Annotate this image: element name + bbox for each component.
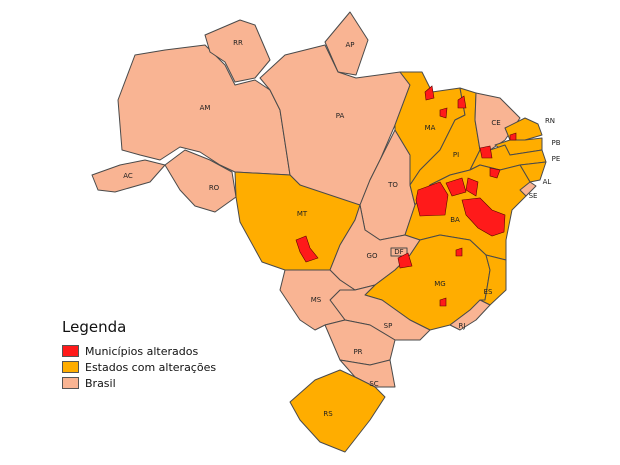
municipio-alterado [457,95,467,109]
state-label-al: AL [543,178,552,186]
state-label-ba: BA [450,216,460,224]
municipio-alterado [461,197,506,237]
state-label-pb: PB [551,139,560,147]
municipio-alterado [509,132,517,141]
state-label-ro: RO [209,184,220,192]
state-label-pa: PA [336,112,345,120]
legend: Legenda Municípios alterados Estados com… [62,318,216,391]
municipio-alterado [415,181,449,217]
legend-label: Municípios alterados [85,344,199,358]
state-label-ms: MS [311,296,322,304]
state-label-am: AM [200,104,211,112]
municipio-alterado [424,85,435,101]
legend-swatch [62,377,79,389]
legend-label: Estados com alterações [85,360,217,374]
municipio-alterado [439,297,447,307]
state-label-df: DF [394,248,403,256]
state-label-pr: PR [353,348,362,356]
state-label-se: SE [529,192,538,200]
legend-swatch [62,361,79,373]
state-label-sc: SC [369,380,378,388]
state-label-mt: MT [297,210,308,218]
state-label-ma: MA [425,124,436,132]
state-label-mg: MG [434,280,445,288]
municipio-alterado [397,252,413,269]
municipio-alterado [479,145,493,159]
municipio-alterado [465,177,479,197]
municipio-alterado [455,247,463,257]
legend-item-estados: Estados com alterações [62,359,216,375]
state-label-rj: RJ [459,322,466,330]
state-label-ce: CE [491,119,500,127]
state-label-ac: AC [123,172,133,180]
legend-title: Legenda [62,318,127,336]
municipio-alterado [295,235,319,263]
municipio-alterado [489,167,501,179]
state-rj [449,299,491,331]
state-label-ap: AP [345,41,354,49]
legend-item-brasil: Brasil [62,375,216,391]
state-ac [91,159,166,193]
state-label-to: TO [387,181,398,189]
state-label-es: ES [484,288,493,296]
legend-item-municipios: Municípios alterados [62,343,216,359]
state-rr [204,19,271,83]
state-label-rs: RS [323,410,333,418]
municipio-alterado [445,177,467,197]
municipio-alterado [439,107,448,119]
state-label-pi: PI [453,151,459,159]
state-label-go: GO [367,252,378,260]
legend-label: Brasil [85,376,116,390]
state-rs [289,369,386,453]
state-label-pe: PE [552,155,561,163]
legend-swatch [62,345,79,357]
state-label-rr: RR [233,39,243,47]
state-label-rn: RN [545,117,555,125]
state-label-sp: SP [384,322,393,330]
state-ms [279,269,356,331]
